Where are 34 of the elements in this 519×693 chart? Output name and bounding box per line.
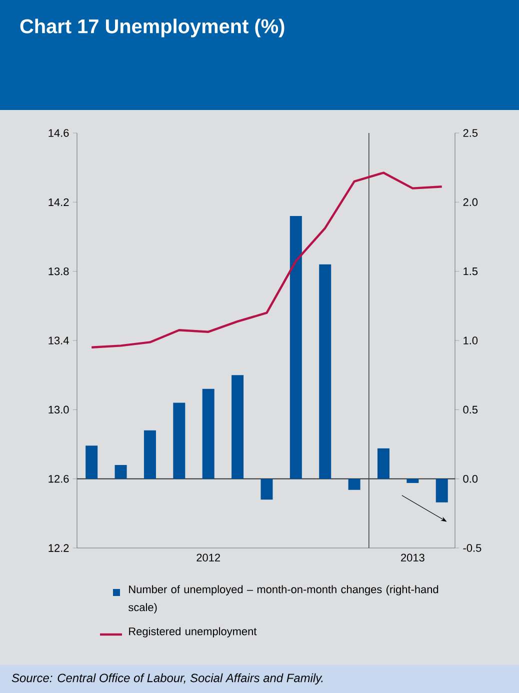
source-note: Source: Central Office of Labour, Social Affairs and Family. [12,673,323,685]
y-tick-label: 13.4 [48,336,69,344]
y2-tick-label: -0.5 [463,544,482,552]
bar [202,388,214,479]
bar [406,478,419,483]
bar [436,478,448,502]
y2-tick-label: 2.0 [463,198,478,206]
bar [86,446,98,479]
bar [319,264,332,479]
x-tick-label: 2013 [401,554,424,562]
legend-label: Number of unemployed – month-on-month changes (right-hand scale) [128,585,438,614]
y-tick-label: 14.2 [48,198,69,206]
bar [377,448,390,479]
y-tick-label: 12.6 [48,474,69,483]
bar [232,375,244,479]
chart-title: Chart 17 Unemployment (%) [20,18,284,38]
y-tick-label: 13.0 [48,406,69,414]
bar [144,430,156,479]
y2-tick-label: 0.0 [463,474,478,483]
y2-tick-label: 1.0 [464,336,478,344]
bar [290,216,302,479]
bar [114,464,127,479]
bar [260,478,273,500]
y2-tick-label: 2.5 [463,129,478,137]
y2-tick-label: 1.5 [464,268,478,276]
legend-label: Registered unemployment [129,627,257,638]
y-tick-label: 13.8 [48,267,69,276]
y2-tick-label: 0.5 [463,406,478,414]
y-tick-label: 14.6 [48,129,69,137]
bar [173,402,186,479]
line-series [90,172,443,349]
bar [348,478,360,490]
y-tick-label: 12.2 [48,544,69,552]
x-tick-label: 2012 [196,554,220,562]
